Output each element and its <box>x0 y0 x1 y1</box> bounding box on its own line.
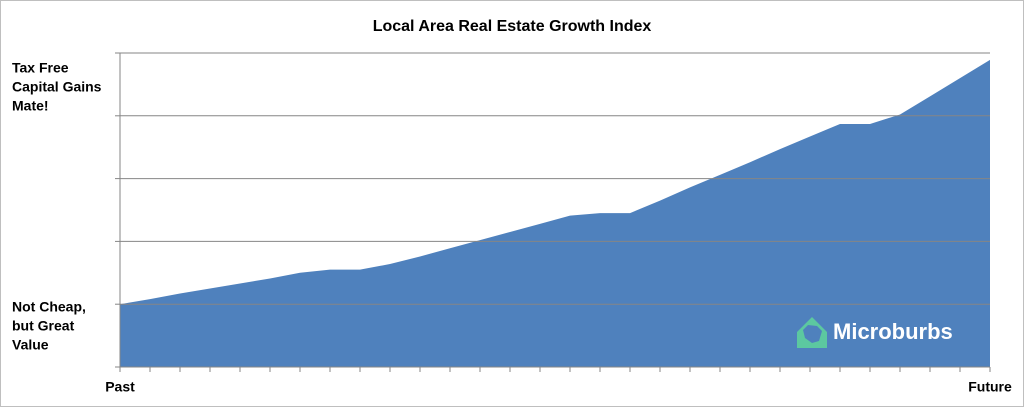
annotation: Mate! <box>12 98 49 114</box>
area <box>120 59 990 368</box>
annotation: but Great <box>12 318 75 334</box>
x-tick-label: Future <box>968 379 1012 395</box>
annotation: Not Cheap, <box>12 299 86 315</box>
watermark-icon-inner <box>803 325 822 343</box>
annotation: Tax Free <box>12 60 69 76</box>
annotation: Capital Gains <box>12 79 102 95</box>
watermark: Microburbs <box>797 317 953 348</box>
x-tick-label: Past <box>105 379 135 395</box>
annotation: Value <box>12 337 49 353</box>
chart-title: Local Area Real Estate Growth Index <box>373 18 652 35</box>
watermark-text: Microburbs <box>833 319 953 344</box>
